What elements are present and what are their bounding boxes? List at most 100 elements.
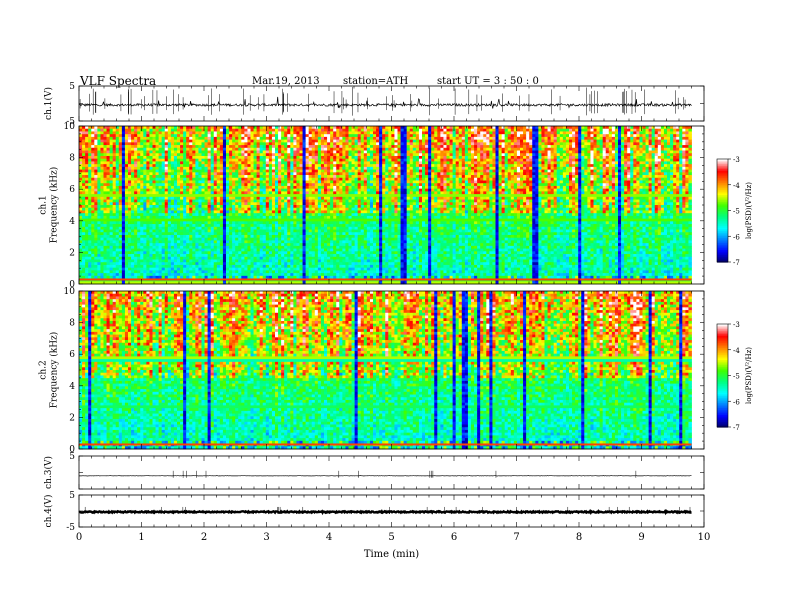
- spectrogram-cell: [128, 131, 132, 135]
- spectrogram-cell: [195, 218, 199, 222]
- spectrogram-cell: [143, 224, 147, 228]
- spectrogram-cell: [317, 232, 322, 236]
- spectrogram-cell: [308, 177, 313, 181]
- spectrogram-cell: [262, 240, 267, 244]
- spectrogram-cell: [97, 155, 101, 160]
- spectrogram-cell: [201, 161, 205, 165]
- spectrogram-cell: [195, 142, 199, 146]
- spectrogram-cell: [204, 270, 209, 274]
- spectrogram-cell: [158, 224, 163, 228]
- spectrogram-cell: [128, 136, 132, 141]
- spectrogram-cell: [281, 128, 285, 132]
- spectrogram-cell: [198, 126, 202, 130]
- spectrogram-cell: [226, 147, 230, 151]
- spectrogram-cell: [79, 177, 83, 181]
- spectrogram-cell: [302, 215, 307, 220]
- spectrogram-cell: [284, 275, 288, 279]
- spectrogram-cell: [317, 213, 322, 217]
- spectrogram-cell: [158, 237, 163, 241]
- spectrogram-cell: [201, 169, 205, 173]
- spectrogram-cell: [256, 166, 261, 170]
- spectrogram-cell: [146, 155, 150, 160]
- spectrogram-cell: [180, 175, 184, 179]
- spectrogram-cell: [330, 136, 334, 141]
- spectrogram-cell: [192, 210, 196, 214]
- spectrogram-cell: [235, 232, 239, 236]
- spectrogram-cell: [149, 213, 153, 217]
- spectrogram-cell: [195, 229, 199, 233]
- spectrogram-cell: [275, 213, 279, 217]
- spectrogram-cell: [244, 215, 248, 220]
- spectrogram-cell: [149, 172, 153, 176]
- spectrogram-cell: [180, 226, 184, 230]
- spectrogram-cell: [88, 207, 92, 211]
- spectrogram-cell: [97, 273, 101, 277]
- spectrogram-cell: [103, 273, 107, 277]
- spectrogram-cell: [302, 164, 307, 168]
- spectrogram-cell: [186, 194, 190, 198]
- spectrogram-cell: [149, 134, 153, 138]
- spectrogram-cell: [173, 270, 178, 274]
- spectrogram-cell: [259, 213, 264, 217]
- spectrogram-cell: [317, 254, 322, 258]
- spectrogram-cell: [327, 251, 331, 255]
- spectrogram-cell: [100, 188, 104, 192]
- spectrogram-cell: [128, 126, 132, 130]
- spectrogram-cell: [330, 134, 334, 138]
- spectrogram-cell: [232, 262, 236, 266]
- spectrogram-cell: [189, 175, 193, 179]
- spectrogram-cell: [103, 215, 107, 220]
- spectrogram-cell: [164, 155, 169, 160]
- spectrogram-cell: [226, 166, 230, 170]
- spectrogram-cell: [173, 134, 178, 138]
- spectrogram-cell: [183, 153, 187, 157]
- spectrogram-cell: [170, 175, 175, 179]
- spectrogram-cell: [195, 210, 199, 214]
- spectrogram-cell: [207, 273, 212, 277]
- spectrogram-cell: [256, 164, 261, 168]
- spectrogram-cell: [91, 229, 95, 233]
- spectrogram-cell: [324, 221, 328, 225]
- spectrogram-cell: [155, 153, 160, 157]
- spectrogram-cell: [158, 191, 163, 195]
- spectrogram-cell: [256, 248, 261, 252]
- spectrogram-cell: [327, 191, 331, 195]
- spectrogram-cell: [106, 158, 111, 162]
- spectrogram-cell: [256, 180, 261, 184]
- spectrogram-cell: [134, 139, 138, 143]
- spectrogram-cell: [109, 256, 114, 260]
- spectrogram-cell: [302, 150, 307, 154]
- spectrogram-cell: [124, 275, 129, 279]
- spectrogram-cell: [262, 136, 267, 141]
- spectrogram-cell: [115, 136, 120, 141]
- spectrogram-cell: [287, 218, 291, 222]
- spectrogram-cell: [324, 270, 328, 274]
- spectrogram-cell: [173, 183, 178, 187]
- spectrogram-cell: [216, 134, 221, 138]
- spectrogram-cell: [183, 275, 187, 279]
- spectrogram-cell: [204, 150, 209, 154]
- spectrogram-cell: [82, 180, 86, 184]
- spectrogram-cell: [88, 270, 92, 274]
- spectrogram-cell: [302, 229, 307, 233]
- spectrogram-cell: [146, 256, 150, 260]
- spectrogram-cell: [247, 281, 251, 285]
- spectrogram-cell: [275, 147, 279, 151]
- spectrogram-cell: [210, 240, 215, 244]
- spectrogram-cell: [259, 180, 264, 184]
- spectrogram-cell: [311, 183, 316, 187]
- spectrogram-cell: [281, 164, 285, 168]
- spectrogram-cell: [152, 128, 156, 132]
- spectrogram-cell: [167, 245, 172, 249]
- spectrogram-cell: [275, 153, 279, 157]
- spectrogram-cell: [155, 177, 160, 181]
- spectrogram-cell: [207, 264, 212, 269]
- spectrogram-cell: [88, 213, 92, 217]
- spectrogram-cell: [308, 164, 313, 168]
- spectrogram-cell: [247, 234, 251, 239]
- spectrogram-cell: [247, 175, 251, 179]
- spectrogram-cell: [229, 150, 233, 154]
- spectrogram-cell: [265, 202, 270, 206]
- spectrogram-cell: [143, 134, 147, 138]
- spectrogram-cell: [137, 245, 141, 249]
